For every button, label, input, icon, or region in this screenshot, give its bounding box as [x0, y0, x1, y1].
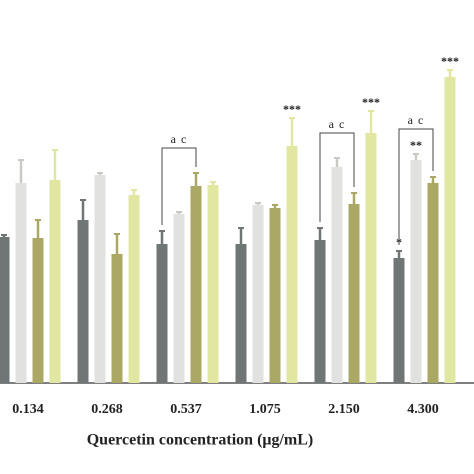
- bar: [365, 133, 377, 383]
- significance-mark: ***: [362, 95, 380, 109]
- bar: [286, 146, 298, 383]
- significance-mark: ***: [283, 102, 301, 116]
- bar: [156, 244, 168, 383]
- bar: [393, 258, 405, 383]
- x-axis-title: Quercetin concentration (μg/mL): [87, 432, 314, 449]
- bar: [235, 244, 247, 383]
- bar: [314, 240, 326, 383]
- bracket-label: a c: [329, 117, 346, 131]
- bar: [252, 205, 264, 383]
- bar: [190, 186, 202, 383]
- significance-mark: ***: [441, 54, 459, 68]
- bar: [94, 175, 106, 383]
- bracket-label: a c: [171, 132, 188, 146]
- bar: [269, 208, 281, 383]
- bar: [128, 195, 140, 383]
- bracket: [398, 128, 434, 245]
- significance-mark: **: [410, 138, 422, 152]
- bar: [15, 183, 27, 383]
- bar: [111, 254, 123, 383]
- bar: [49, 180, 61, 383]
- bracket: [161, 147, 197, 225]
- x-tick-label: 0.134: [12, 402, 44, 417]
- bar: [0, 237, 10, 383]
- x-tick-label: 1.075: [249, 402, 281, 417]
- bracket-label: a c: [408, 113, 425, 127]
- bar: [207, 185, 219, 383]
- x-tick-label: 4.300: [407, 402, 439, 417]
- bar: [77, 220, 89, 383]
- bar: [410, 160, 422, 383]
- bar: [444, 77, 456, 383]
- bar: [173, 214, 185, 383]
- bar: [427, 183, 439, 383]
- bar: [32, 238, 44, 383]
- x-tick-label: 0.537: [170, 402, 202, 417]
- bar: [331, 167, 343, 383]
- bar: [348, 204, 360, 383]
- x-tick-label: 0.268: [91, 402, 123, 417]
- bracket: [319, 132, 355, 222]
- x-tick-label: 2.150: [328, 402, 360, 417]
